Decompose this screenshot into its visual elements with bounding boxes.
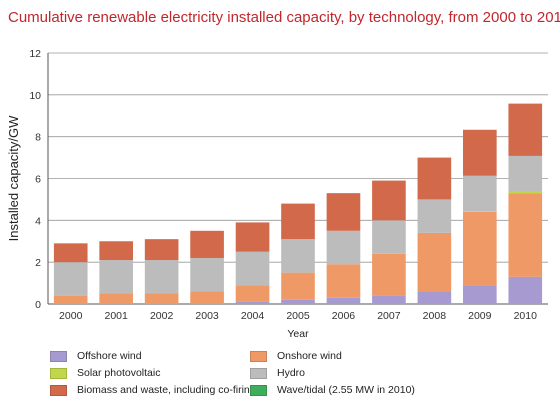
bar-segment (326, 264, 361, 298)
bar-segment (463, 175, 497, 212)
legend-item-onshore-wind: Onshore wind (250, 350, 342, 362)
bar-segment (463, 285, 497, 304)
bar-segment (508, 193, 543, 277)
legend-label: Offshore wind (77, 350, 142, 362)
legend-label: Hydro (277, 367, 306, 379)
bar-segment (508, 155, 543, 192)
bar-segment (463, 129, 497, 176)
x-tick-label: 2003 (195, 310, 219, 322)
chart-title: Cumulative renewable electricity install… (8, 9, 560, 26)
y-tick-label: 4 (35, 215, 41, 227)
bar-segment (53, 262, 88, 296)
bar-segment (281, 272, 315, 300)
x-axis-label: Year (287, 328, 309, 340)
bar-segment (326, 297, 361, 304)
bar-segment (281, 239, 315, 273)
x-tick-label: 2010 (514, 310, 538, 322)
y-axis-label: Installed capacity/GW (6, 115, 21, 241)
bar-segment (144, 260, 179, 294)
x-tick-label: 2000 (59, 310, 83, 322)
bar-segment (235, 251, 270, 286)
x-tick-label: 2007 (377, 310, 401, 322)
y-tick-label: 12 (29, 48, 41, 60)
bar-segment (508, 276, 543, 304)
x-tick-label: 2001 (105, 310, 129, 322)
legend-item-wave-tidal: Wave/tidal (2.55 MW in 2010) (250, 384, 415, 396)
x-tick-label: 2008 (423, 310, 447, 322)
x-tick-label: 2005 (286, 310, 310, 322)
legend-swatch (50, 384, 67, 396)
legend-label: Biomass and waste, including co-firing (77, 384, 256, 396)
bar-segment (417, 232, 452, 292)
legend-label: Wave/tidal (2.55 MW in 2010) (277, 384, 415, 396)
bar-segment (144, 293, 179, 304)
chart-legend: Offshore wind Onshore wind Solar photovo… (50, 350, 530, 400)
bar-segment (235, 301, 270, 304)
bar-segment (53, 243, 88, 263)
legend-item-biomass-and-waste: Biomass and waste, including co-firing (50, 384, 256, 396)
bar-segment (99, 260, 133, 294)
x-tick-label: 2004 (241, 310, 265, 322)
bar-segment (53, 295, 88, 304)
bar-segment (463, 211, 497, 286)
bar-segment (281, 203, 315, 240)
y-tick-label: 2 (35, 257, 41, 269)
bar-segment (190, 291, 224, 304)
bar-segment (372, 253, 406, 296)
legend-item-solar-photovoltaic: Solar photovoltaic (50, 367, 160, 379)
stacked-bar-chart: 0 2 4 6 8 10 12 Installed capacity/GW 2000 2001 20… (6, 48, 548, 340)
bar-segment (144, 239, 179, 261)
bar-segment (372, 295, 406, 304)
x-tick-label: 2002 (150, 310, 174, 322)
bar-segment (508, 191, 543, 194)
bar-segment (190, 257, 224, 292)
y-tick-label: 8 (35, 132, 41, 144)
bar-segment (372, 180, 406, 221)
bar-segment (326, 230, 361, 265)
y-tick-label: 0 (35, 299, 41, 311)
legend-swatch (250, 384, 267, 396)
bar-segment (372, 220, 406, 254)
legend-swatch (250, 367, 267, 379)
bar-segment (235, 222, 270, 252)
legend-swatch (50, 367, 67, 379)
bar-segment (417, 291, 452, 304)
bar-segment (281, 299, 315, 304)
legend-swatch (250, 350, 267, 362)
bar-segment (235, 285, 270, 302)
y-tick-label: 10 (29, 90, 41, 102)
x-tick-label: 2009 (468, 310, 492, 322)
bar-segment (417, 199, 452, 233)
bar-segment (99, 241, 133, 261)
legend-item-offshore-wind: Offshore wind (50, 350, 142, 362)
legend-label: Solar photovoltaic (77, 367, 161, 379)
legend-item-hydro: Hydro (250, 367, 305, 379)
legend-label: Onshore wind (277, 350, 342, 362)
bar-segment (417, 157, 452, 200)
bar-segment (508, 103, 543, 156)
bar-segment (326, 193, 361, 231)
y-tick-label: 6 (35, 174, 41, 186)
bar-segment (190, 230, 224, 258)
legend-swatch (50, 350, 67, 362)
bar-segment (463, 211, 497, 212)
x-tick-label: 2006 (332, 310, 356, 322)
bar-segment (99, 293, 133, 304)
